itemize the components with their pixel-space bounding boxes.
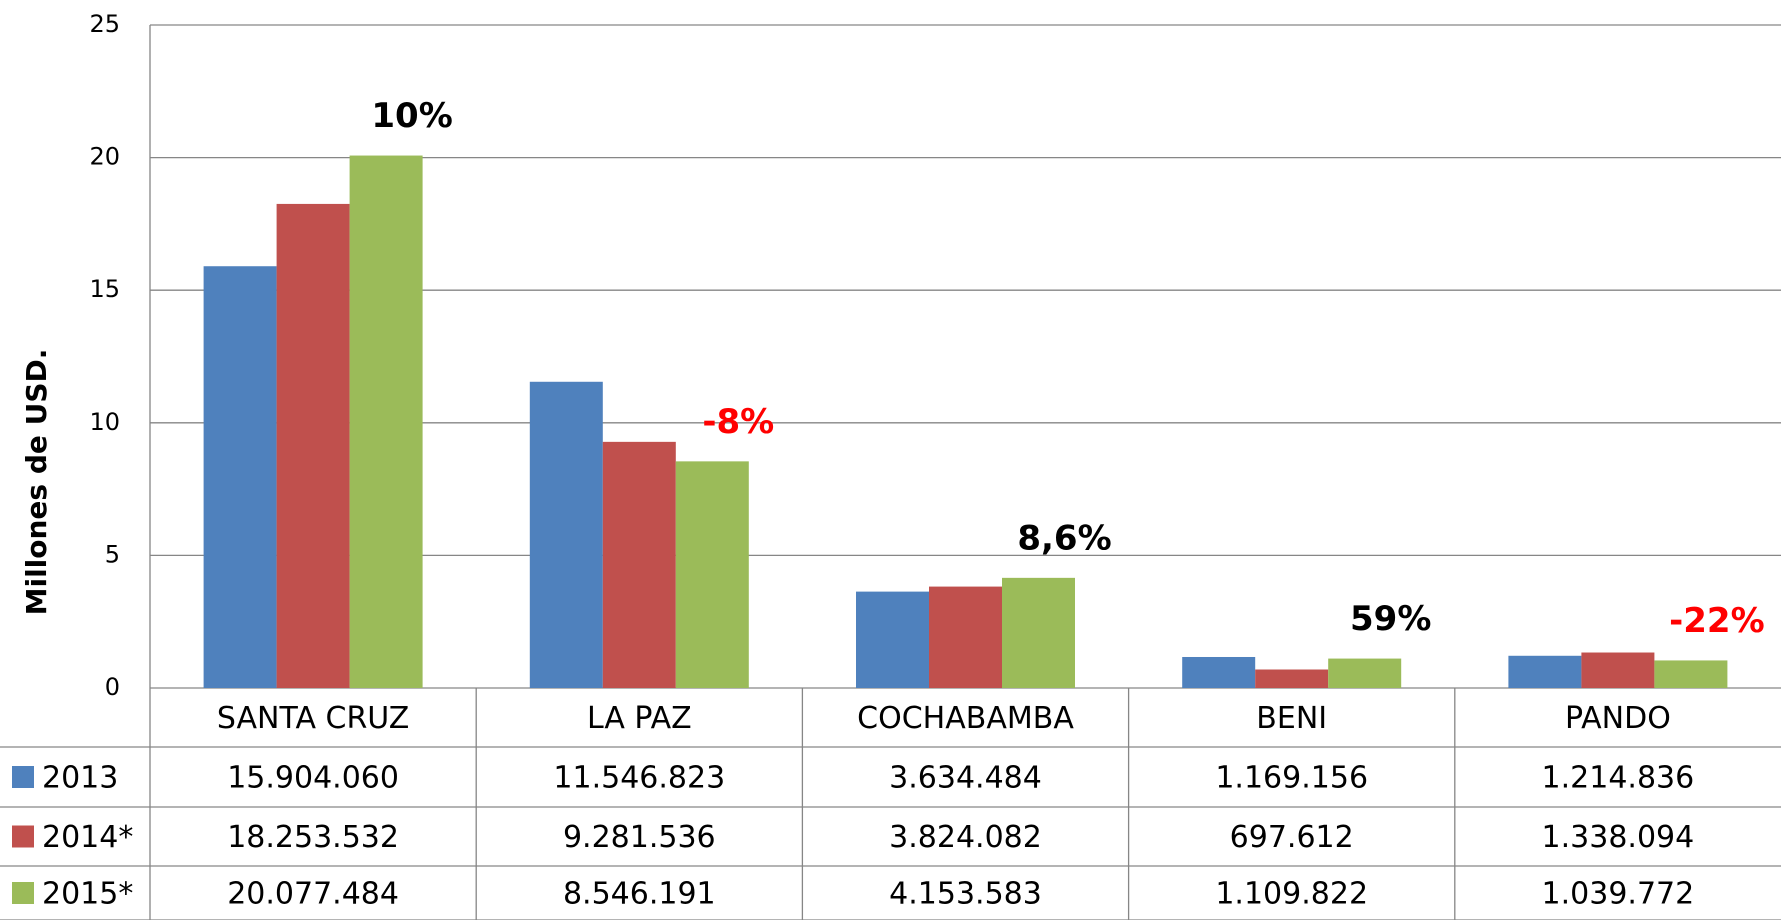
y-axis-label: Millones de USD. — [20, 349, 53, 616]
bar — [1508, 655, 1582, 688]
table-cell: 3.824.082 — [889, 820, 1042, 855]
table-cell: 11.546.823 — [553, 761, 725, 796]
bar — [276, 203, 350, 689]
annotation: -22% — [1669, 601, 1765, 641]
bar — [1255, 669, 1329, 688]
bar — [675, 461, 749, 688]
x-tick-label: LA PAZ — [587, 701, 692, 736]
bar — [529, 381, 603, 688]
bar — [929, 586, 1002, 688]
annotation: 10% — [371, 96, 452, 136]
annotation: 8,6% — [1017, 518, 1111, 558]
bar — [1328, 658, 1402, 688]
x-tick-label: SANTA CRUZ — [217, 701, 409, 736]
bar — [1182, 656, 1256, 688]
bar — [203, 266, 277, 688]
table-cell: 1.109.822 — [1215, 877, 1368, 912]
y-tick-label: 5 — [105, 540, 120, 568]
table-cell: 697.612 — [1230, 820, 1354, 855]
annotation: -8% — [702, 402, 774, 442]
legend-label: 2015* — [42, 877, 133, 912]
x-tick-label: BENI — [1256, 701, 1327, 736]
annotation: 59% — [1350, 599, 1431, 639]
x-tick-label: COCHABAMBA — [857, 701, 1074, 736]
y-tick-label: 0 — [105, 673, 120, 701]
bar — [602, 441, 676, 688]
legend-swatch — [12, 882, 34, 904]
legend-label: 2014* — [42, 820, 133, 855]
table-cell: 15.904.060 — [227, 761, 399, 796]
legend-swatch — [12, 766, 34, 788]
y-tick-label: 15 — [89, 275, 120, 303]
table-cell: 1.338.094 — [1542, 820, 1695, 855]
table-cell: 1.039.772 — [1542, 877, 1695, 912]
table-cell: 8.546.191 — [563, 877, 716, 912]
bar — [349, 155, 423, 689]
table-cell: 1.169.156 — [1215, 761, 1368, 796]
y-tick-label: 20 — [89, 143, 120, 171]
table-cell: 9.281.536 — [563, 820, 716, 855]
table-cell: 20.077.484 — [227, 877, 399, 912]
table-cell: 18.253.532 — [227, 820, 399, 855]
bar — [1654, 660, 1728, 688]
y-tick-label: 10 — [89, 408, 120, 436]
legend-swatch — [12, 825, 34, 848]
table-cell: 3.634.484 — [889, 761, 1042, 796]
x-tick-label: PANDO — [1565, 701, 1671, 736]
y-tick-label: 25 — [89, 10, 120, 38]
legend-label: 2013 — [42, 761, 118, 796]
bar — [1581, 652, 1655, 688]
table-cell: 4.153.583 — [889, 877, 1042, 912]
bar — [1002, 577, 1075, 688]
table-cell: 1.214.836 — [1542, 761, 1695, 796]
bar — [856, 591, 929, 688]
